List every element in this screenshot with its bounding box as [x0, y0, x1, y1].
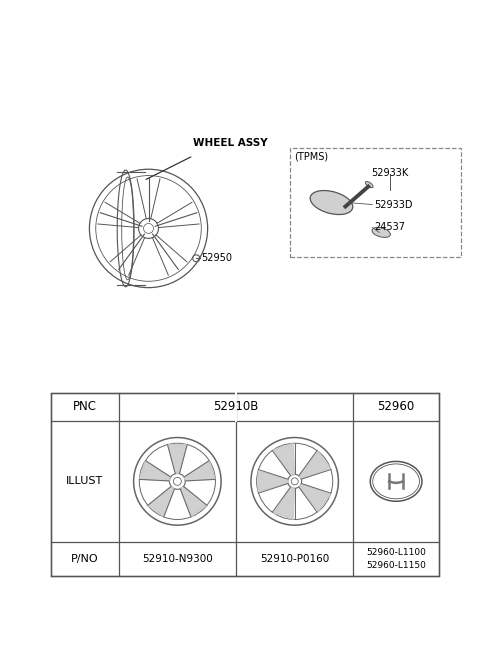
- Text: 52950: 52950: [201, 254, 232, 263]
- Text: 52960: 52960: [377, 400, 415, 413]
- Text: P/NO: P/NO: [71, 554, 99, 564]
- Text: 52960-L1100
52960-L1150: 52960-L1100 52960-L1150: [366, 548, 426, 570]
- Bar: [51, 393, 439, 576]
- Text: (TPMS): (TPMS): [294, 152, 328, 162]
- Polygon shape: [180, 486, 207, 517]
- Ellipse shape: [372, 227, 390, 237]
- Ellipse shape: [310, 191, 353, 215]
- Text: 52933D: 52933D: [374, 200, 413, 210]
- Text: 52933K: 52933K: [372, 168, 409, 177]
- Text: 52910-N9300: 52910-N9300: [142, 554, 213, 564]
- Ellipse shape: [365, 181, 373, 188]
- Polygon shape: [139, 461, 171, 481]
- Text: 24537: 24537: [374, 223, 405, 233]
- Text: 52910-P0160: 52910-P0160: [260, 554, 329, 564]
- Polygon shape: [184, 461, 216, 481]
- Polygon shape: [299, 484, 330, 511]
- Polygon shape: [274, 443, 294, 476]
- Polygon shape: [148, 486, 175, 517]
- Polygon shape: [299, 451, 330, 479]
- Text: WHEEL ASSY: WHEEL ASSY: [193, 138, 268, 148]
- Text: PNC: PNC: [73, 400, 97, 413]
- Polygon shape: [168, 445, 187, 474]
- Bar: [290, 148, 461, 258]
- Text: ILLUST: ILLUST: [66, 476, 104, 486]
- Polygon shape: [274, 487, 294, 520]
- Polygon shape: [258, 471, 288, 492]
- Text: 52910B: 52910B: [213, 400, 259, 413]
